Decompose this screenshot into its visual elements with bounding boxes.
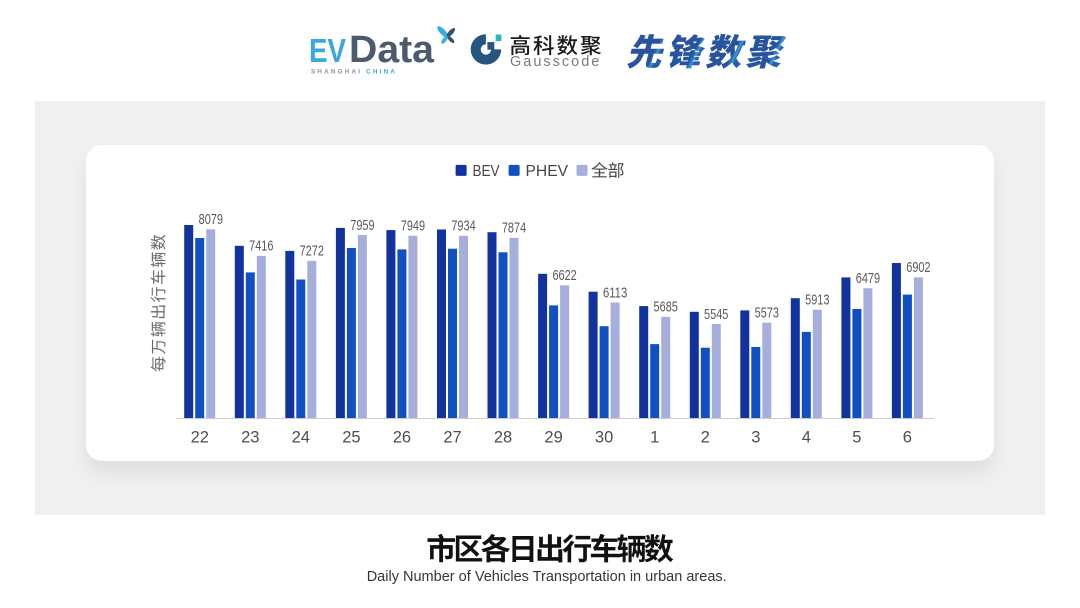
svg-text:7272: 7272 (300, 243, 324, 260)
svg-text:5545: 5545 (704, 306, 728, 323)
svg-text:5913: 5913 (805, 292, 829, 309)
svg-text:4: 4 (802, 429, 811, 447)
svg-text:29: 29 (544, 429, 562, 447)
svg-text:PHEV: PHEV (526, 163, 569, 180)
svg-text:22: 22 (191, 429, 209, 447)
svg-text:Daily Number of Vehicles Trans: Daily Number of Vehicles Transportation … (367, 568, 727, 585)
svg-text:Data: Data (349, 29, 435, 71)
svg-text:23: 23 (241, 429, 259, 447)
svg-text:28: 28 (494, 429, 512, 447)
svg-text:Gausscode: Gausscode (510, 54, 601, 70)
svg-text:2: 2 (701, 429, 710, 447)
svg-text:SHANGHAI CHINA: SHANGHAI CHINA (311, 69, 397, 76)
svg-text:6902: 6902 (906, 259, 930, 276)
svg-text:3: 3 (751, 429, 760, 447)
svg-text:6479: 6479 (856, 270, 880, 287)
svg-text:30: 30 (595, 429, 613, 447)
svg-text:BEV: BEV (473, 163, 501, 180)
svg-text:7416: 7416 (249, 238, 273, 255)
svg-text:5573: 5573 (755, 304, 779, 321)
svg-text:7934: 7934 (451, 218, 475, 235)
svg-text:26: 26 (393, 429, 411, 447)
svg-text:24: 24 (292, 429, 310, 447)
svg-text:6113: 6113 (603, 284, 627, 301)
svg-text:8079: 8079 (199, 211, 223, 228)
svg-text:5685: 5685 (654, 299, 678, 316)
svg-text:5: 5 (852, 429, 861, 447)
svg-text:6622: 6622 (552, 267, 576, 284)
svg-text:25: 25 (342, 429, 360, 447)
svg-text:6: 6 (903, 429, 912, 447)
svg-text:7959: 7959 (350, 217, 374, 234)
svg-text:27: 27 (443, 429, 461, 447)
svg-text:1: 1 (650, 429, 659, 447)
svg-text:7874: 7874 (502, 220, 526, 237)
svg-text:EV: EV (309, 32, 346, 69)
svg-text:7949: 7949 (401, 218, 425, 235)
